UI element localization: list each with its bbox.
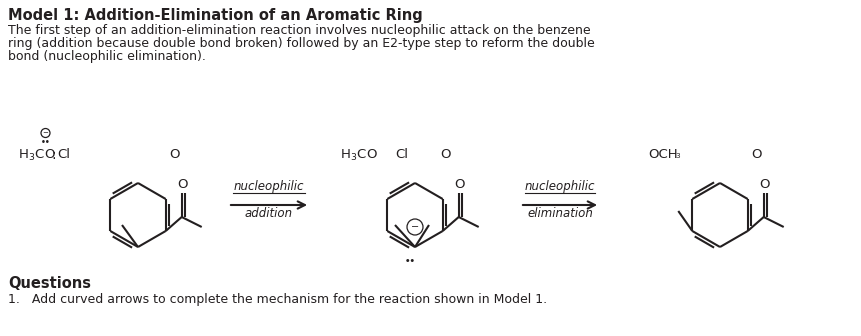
Text: The first step of an addition-elimination reaction involves nucleophilic attack : The first step of an addition-eliminatio… [8, 24, 590, 37]
Text: bond (nucleophilic elimination).: bond (nucleophilic elimination). [8, 50, 206, 63]
Text: O: O [44, 148, 54, 161]
Text: Model 1: Addition-Elimination of an Aromatic Ring: Model 1: Addition-Elimination of an Arom… [8, 8, 422, 23]
Text: ••: •• [404, 257, 415, 266]
Text: Cl: Cl [57, 148, 70, 161]
Text: elimination: elimination [526, 207, 592, 220]
Text: 1.   Add curved arrows to complete the mechanism for the reaction shown in Model: 1. Add curved arrows to complete the mec… [8, 293, 547, 306]
Text: O: O [170, 148, 180, 161]
Text: O: O [454, 178, 464, 191]
Text: O: O [440, 148, 450, 161]
Text: nucleophilic: nucleophilic [524, 180, 595, 193]
Text: O: O [177, 178, 188, 191]
Text: ••: •• [40, 138, 50, 147]
Text: nucleophilic: nucleophilic [233, 180, 304, 193]
Text: H$_3$C: H$_3$C [18, 148, 45, 163]
Text: Cl: Cl [394, 148, 407, 161]
Text: −: − [411, 222, 418, 232]
Text: addition: addition [245, 207, 293, 220]
Text: −: − [42, 130, 48, 136]
Text: H$_3$C: H$_3$C [339, 148, 367, 163]
Text: ring (addition because double bond broken) followed by an E2-type step to reform: ring (addition because double bond broke… [8, 37, 594, 50]
Text: O: O [751, 148, 761, 161]
Text: Questions: Questions [8, 276, 91, 291]
Text: O: O [759, 178, 769, 191]
Text: $_3$: $_3$ [674, 151, 680, 161]
Text: O: O [366, 148, 376, 161]
Text: OCH: OCH [647, 148, 677, 161]
Text: :: : [51, 148, 56, 162]
